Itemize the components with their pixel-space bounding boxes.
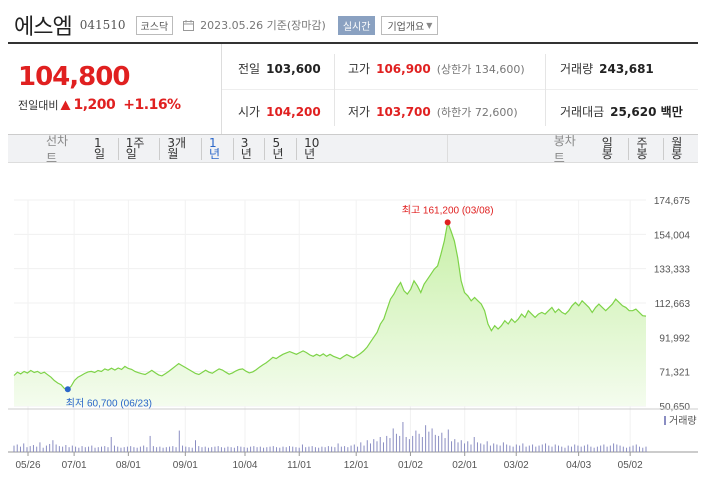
high-label: 고가 xyxy=(348,62,371,76)
candle-chart-label[interactable]: 봉차트 xyxy=(553,133,576,165)
trade-value-value: 25,620 백만 xyxy=(610,105,683,119)
y-tick-label: 71,321 xyxy=(659,368,690,379)
top-rule xyxy=(8,42,698,44)
prev-close-value: 103,600 xyxy=(266,61,321,76)
open-label: 시가 xyxy=(238,105,261,119)
price-summary: 104,800 전일대비 1,200 +1.16% xyxy=(8,44,222,134)
max-annotation: 최고 161,200 (03/08) xyxy=(402,204,494,216)
prev-close-label: 전일 xyxy=(238,62,261,76)
change-percent: +1.16% xyxy=(123,97,181,113)
price-area xyxy=(14,222,646,406)
open-price: 시가 104,200 xyxy=(238,103,321,120)
tab-period-5[interactable]: 5년 xyxy=(265,137,298,160)
x-tick-label: 08/01 xyxy=(116,460,141,471)
y-tick-label: 174,675 xyxy=(654,196,691,207)
stats-row-rule xyxy=(222,89,698,90)
price-chart: 174,675 154,004 133,333 112,663 91,992 71,321… xyxy=(8,196,698,471)
caret-down-icon: ▼ xyxy=(426,20,433,30)
volume: 거래량 243,681 xyxy=(560,60,654,77)
tab-candle-1[interactable]: 주봉 xyxy=(629,137,665,160)
volume-legend-swatch xyxy=(664,416,666,425)
current-price: 104,800 xyxy=(18,62,130,92)
max-marker xyxy=(444,219,451,226)
price-line xyxy=(13,220,647,390)
tab-period-4[interactable]: 3년 xyxy=(234,137,266,160)
x-tick-label: 05/26 xyxy=(15,460,40,471)
low-price: 저가 103,700 (하한가 72,600) xyxy=(348,103,518,120)
stock-header: 에스엠 041510 코스닥 2023.05.26 기준(장마감) 실시간 기업… xyxy=(14,10,439,40)
x-tick-label: 03/02 xyxy=(504,460,529,471)
low-value: 103,700 xyxy=(376,104,431,119)
x-tick-label: 02/01 xyxy=(452,460,477,471)
open-value: 104,200 xyxy=(266,104,321,119)
realtime-button[interactable]: 실시간 xyxy=(337,15,376,35)
trade-value-label: 거래대금 xyxy=(560,105,605,119)
x-tick-label: 11/01 xyxy=(287,460,312,471)
chart-period-bar: 선차트 1일 1주일 3개월 1년 3년 5년 10년 봉차트 일봉 주봉 월봉 xyxy=(8,133,698,165)
period-tabs: 1일 1주일 3개월 1년 3년 5년 10년 xyxy=(87,135,335,161)
market-badge: 코스닥 xyxy=(135,15,174,35)
volume-legend: 거래량 xyxy=(669,415,697,427)
volume-value: 243,681 xyxy=(599,61,654,76)
x-tick-label: 09/01 xyxy=(173,460,198,471)
company-overview-button[interactable]: 기업개요 ▼ xyxy=(381,15,439,35)
high-value: 106,900 xyxy=(376,61,431,76)
change-amount: 1,200 xyxy=(73,97,116,113)
stats-divider xyxy=(334,54,335,126)
basis-date: 2023.05.26 기준(장마감) xyxy=(200,19,326,32)
up-triangle-icon xyxy=(60,100,71,110)
line-chart-label[interactable]: 선차트 xyxy=(46,133,69,165)
bottom-rule xyxy=(8,134,698,135)
prev-close: 전일 103,600 xyxy=(238,60,321,77)
min-annotation: 최저 60,700 (06/23) xyxy=(66,397,152,409)
calendar-icon xyxy=(183,19,195,31)
company-overview-label: 기업개요 xyxy=(387,21,425,33)
y-tick-label: 133,333 xyxy=(654,265,691,276)
tab-period-6[interactable]: 10년 xyxy=(304,135,320,161)
change-line: 전일대비 1,200 +1.16% xyxy=(18,97,181,113)
y-tick-label: 112,663 xyxy=(655,299,691,310)
y-tick-label: 50,650 xyxy=(659,402,690,413)
change-label: 전일대비 xyxy=(18,99,59,112)
price-stats: 전일 103,600 고가 106,900 (상한가 134,600) 거래량 … xyxy=(222,44,698,134)
candle-tabs: 일봉 주봉 월봉 xyxy=(595,135,698,161)
x-tick-label: 01/02 xyxy=(398,460,423,471)
lower-limit: (하한가 72,600) xyxy=(436,105,518,119)
period-bar-separator xyxy=(446,135,448,162)
tab-period-1[interactable]: 1주일 xyxy=(119,137,161,160)
stock-name: 에스엠 xyxy=(14,15,73,40)
tab-period-3[interactable]: 1년 xyxy=(202,137,234,160)
y-tick-label: 154,004 xyxy=(654,230,691,241)
min-marker xyxy=(64,386,71,393)
upper-limit: (상한가 134,600) xyxy=(436,62,525,76)
x-tick-label: 05/02 xyxy=(618,460,643,471)
x-tick-label: 12/01 xyxy=(344,460,369,471)
y-tick-label: 91,992 xyxy=(659,333,690,344)
high-price: 고가 106,900 (상한가 134,600) xyxy=(348,60,525,77)
tab-period-0[interactable]: 1일 xyxy=(87,137,119,160)
stock-code: 041510 xyxy=(79,18,126,32)
low-label: 저가 xyxy=(348,105,371,119)
trade-value: 거래대금 25,620 백만 xyxy=(560,103,683,120)
x-tick-label: 07/01 xyxy=(62,460,87,471)
x-tick-label: 10/04 xyxy=(232,460,257,471)
tab-period-2[interactable]: 3개월 xyxy=(160,137,202,160)
stats-divider xyxy=(545,54,546,126)
volume-label: 거래량 xyxy=(560,62,594,76)
tab-candle-0[interactable]: 일봉 xyxy=(595,137,630,160)
tab-candle-2[interactable]: 월봉 xyxy=(671,135,683,161)
x-tick-label: 04/03 xyxy=(566,460,591,471)
